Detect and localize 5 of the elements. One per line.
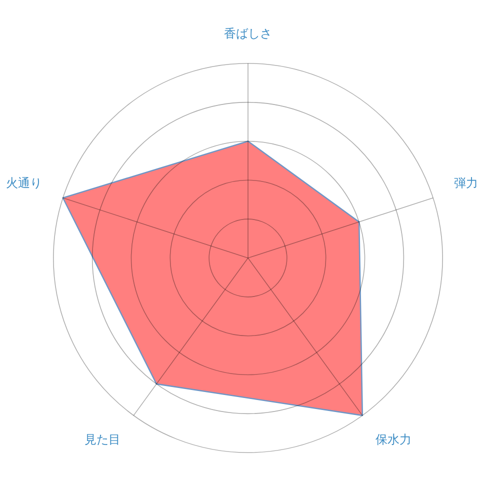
spoke-label: 香ばしさ [224, 26, 272, 40]
spoke-label: 弾力 [454, 176, 478, 190]
spoke-label: 保水力 [375, 432, 412, 447]
spoke-label: 見た目 [84, 432, 121, 447]
spoke-label: 火通り [6, 176, 42, 190]
